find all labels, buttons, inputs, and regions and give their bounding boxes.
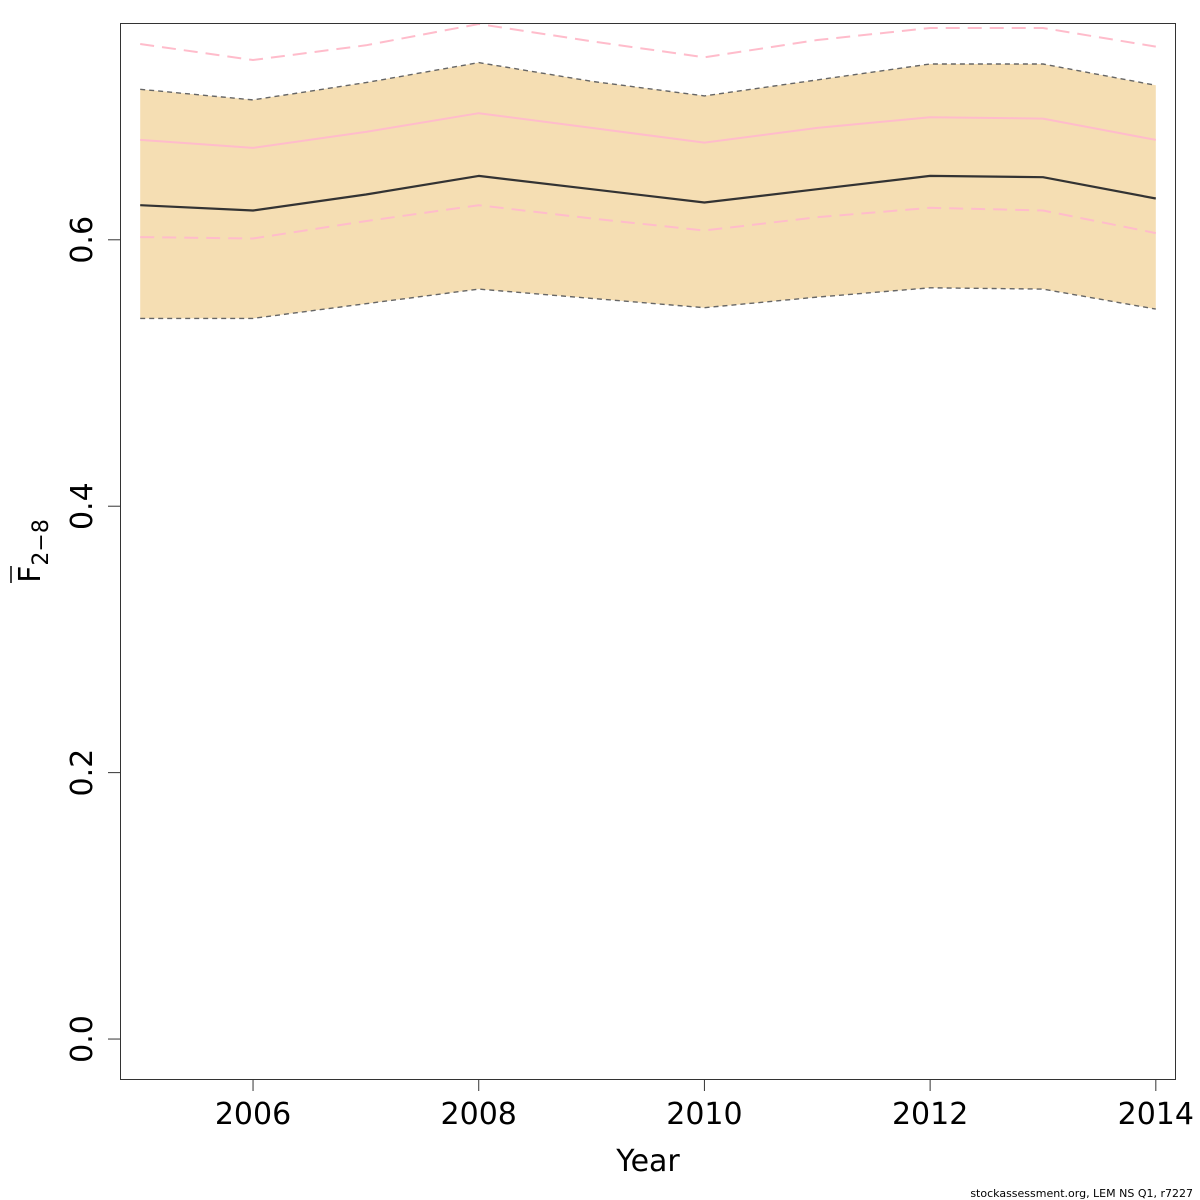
y-axis-title: F2−8 — [13, 519, 54, 583]
x-axis: 2006 2008 2010 2012 2014 — [215, 1079, 1194, 1132]
y-tick-label-0.0: 0.0 — [65, 1015, 100, 1063]
series-line-alt-lower — [140, 204, 1156, 240]
footer-note: stockassessment.org, LEM NS Q1, r7227 — [970, 1187, 1193, 1200]
confidence-band-layer — [140, 62, 1156, 319]
x-tick-label-2012: 2012 — [892, 1097, 968, 1132]
y-tick-label-0.6: 0.6 — [65, 216, 100, 264]
confidence-band-fill — [140, 62, 1156, 319]
y-axis-title-main: F — [13, 566, 48, 583]
series-line-band-upper — [140, 61, 1156, 101]
x-tick-label-2008: 2008 — [441, 1097, 517, 1132]
y-axis-title-text: F2−8 — [13, 519, 54, 583]
y-tick-label-0.2: 0.2 — [65, 749, 100, 797]
x-tick-label-2006: 2006 — [215, 1097, 291, 1132]
x-tick-label-2014: 2014 — [1118, 1097, 1194, 1132]
y-tick-label-group-0.0: 0.0 — [65, 1015, 100, 1063]
y-tick-label-0.4: 0.4 — [65, 482, 100, 530]
series-line-alt-estimate — [140, 112, 1156, 149]
y-tick-label-group-0.2: 0.2 — [65, 749, 100, 797]
x-tick-label-2010: 2010 — [666, 1097, 742, 1132]
series-line-band-lower — [140, 287, 1156, 320]
y-tick-label-group-0.4: 0.4 — [65, 482, 100, 530]
y-axis-title-subscript: 2−8 — [29, 519, 54, 565]
y-tick-label-group-0.6: 0.6 — [65, 216, 100, 264]
x-axis-title: Year — [615, 1144, 680, 1179]
series-line-estimate — [140, 174, 1157, 212]
series-line-alt-upper — [140, 23, 1156, 61]
y-axis: 0.0 0.2 0.4 0.6 — [65, 216, 121, 1063]
series-layer — [140, 23, 1157, 320]
